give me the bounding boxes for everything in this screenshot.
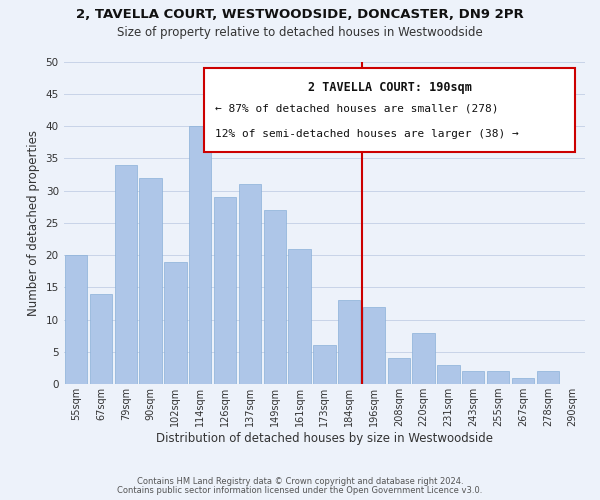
Bar (388, 358, 410, 384)
Text: Contains HM Land Registry data © Crown copyright and database right 2024.: Contains HM Land Registry data © Crown c… (137, 477, 463, 486)
Text: Size of property relative to detached houses in Westwoodside: Size of property relative to detached ho… (117, 26, 483, 39)
Bar (139, 178, 162, 384)
Bar (239, 184, 261, 384)
Bar (536, 372, 559, 384)
Text: Contains public sector information licensed under the Open Government Licence v3: Contains public sector information licen… (118, 486, 482, 495)
Bar (90, 294, 112, 384)
Text: ← 87% of detached houses are smaller (278): ← 87% of detached houses are smaller (27… (215, 104, 499, 114)
Text: 2 TAVELLA COURT: 190sqm: 2 TAVELLA COURT: 190sqm (308, 81, 472, 94)
Bar (115, 165, 137, 384)
X-axis label: Distribution of detached houses by size in Westwoodside: Distribution of detached houses by size … (156, 432, 493, 445)
Bar (412, 332, 435, 384)
FancyBboxPatch shape (205, 68, 575, 152)
Text: 2, TAVELLA COURT, WESTWOODSIDE, DONCASTER, DN9 2PR: 2, TAVELLA COURT, WESTWOODSIDE, DONCASTE… (76, 8, 524, 20)
Bar (338, 300, 361, 384)
Text: 12% of semi-detached houses are larger (38) →: 12% of semi-detached houses are larger (… (215, 130, 518, 140)
Bar (462, 372, 484, 384)
Y-axis label: Number of detached properties: Number of detached properties (27, 130, 40, 316)
Bar (487, 372, 509, 384)
Bar (289, 248, 311, 384)
Bar (214, 197, 236, 384)
Bar (189, 126, 211, 384)
Bar (512, 378, 534, 384)
Bar (437, 365, 460, 384)
Bar (263, 210, 286, 384)
Bar (164, 262, 187, 384)
Bar (363, 306, 385, 384)
Bar (313, 346, 335, 384)
Bar (65, 255, 87, 384)
